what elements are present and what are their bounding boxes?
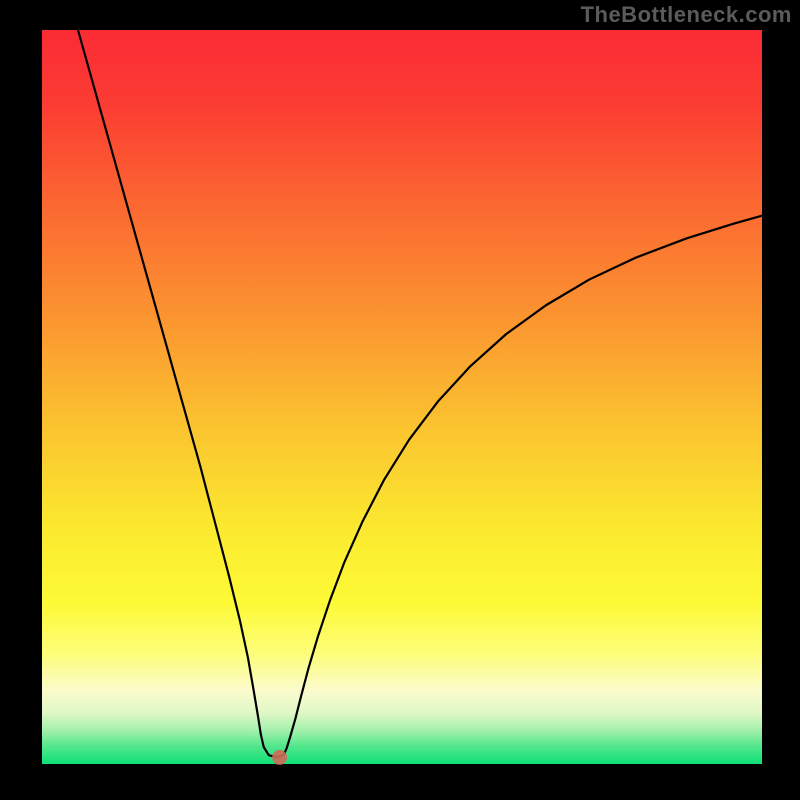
bottleneck-chart (0, 0, 800, 800)
plot-background (42, 30, 762, 764)
optimum-marker (272, 750, 287, 765)
